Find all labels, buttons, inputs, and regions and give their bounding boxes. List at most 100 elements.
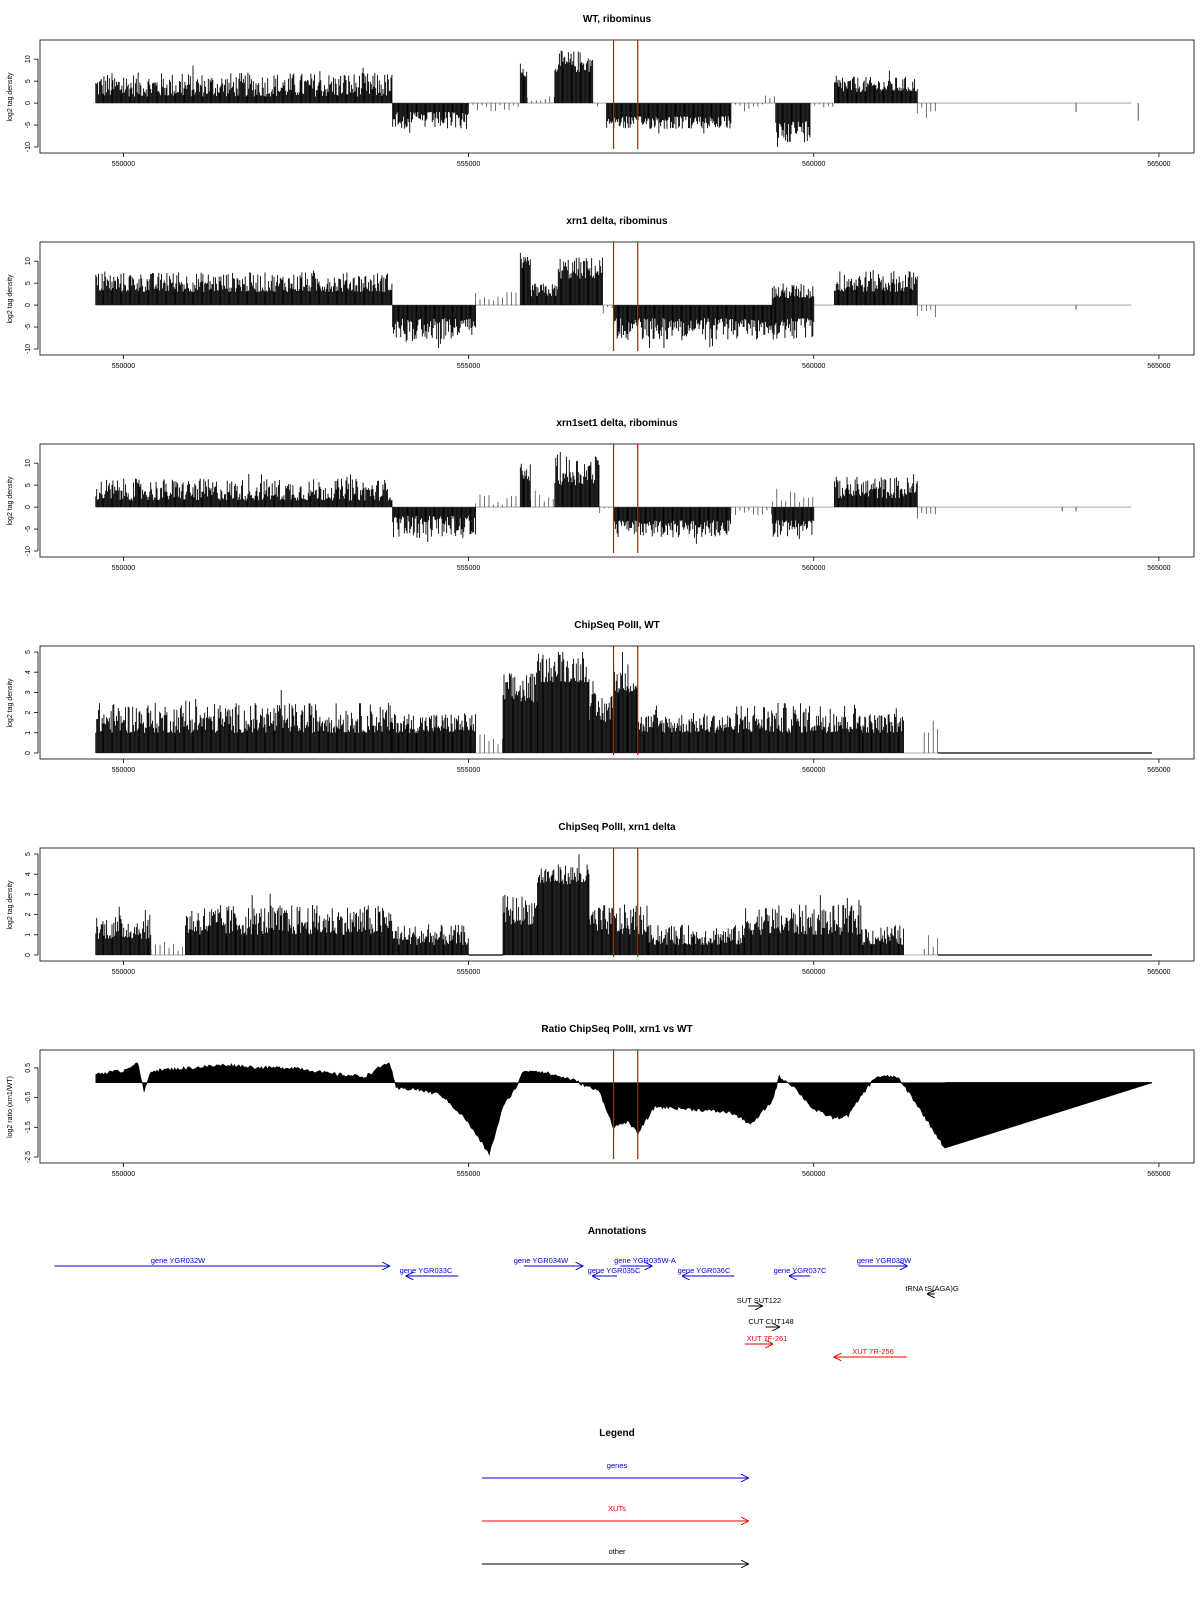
x-tick-label: 550000: [112, 767, 135, 774]
annotation-feature: gene YGR033C: [400, 1266, 459, 1276]
y-tick-label: 10: [25, 459, 32, 467]
annotation-label: gene YGR033C: [400, 1266, 453, 1275]
annotation-feature: CUT CUT148: [748, 1317, 794, 1327]
legend-entry: other: [482, 1547, 748, 1564]
annotation-label: CUT CUT148: [748, 1317, 793, 1326]
plot-frame: [39, 645, 1195, 760]
y-axis: 10 5 0 -5 -10: [25, 459, 39, 556]
ratio-area: [95, 1062, 1153, 1157]
annotation-feature: gene YGR035W-A: [614, 1256, 676, 1266]
panel-title: ChipSeq PolII, xrn1 delta: [558, 822, 676, 833]
annotation-label: tRNA tS(AGA)G: [905, 1284, 959, 1293]
y-tick-label: 3: [25, 892, 32, 896]
legend-title: Legend: [599, 1428, 635, 1439]
x-tick-label: 565000: [1147, 161, 1170, 168]
panel-title: xrn1 delta, ribominus: [566, 216, 668, 227]
annotation-label: SUT SUT122: [737, 1296, 781, 1305]
x-tick-label: 550000: [112, 969, 135, 976]
plot-frame: [39, 443, 1195, 558]
panel-title: xrn1set1 delta, ribominus: [556, 418, 678, 429]
annotation-feature: gene YGR038W: [857, 1256, 912, 1266]
x-tick-label: 550000: [112, 161, 135, 168]
y-tick-label: -1.5: [25, 1121, 32, 1133]
y-axis: 0.5 -0.5 -1.5 -2.5: [25, 1063, 39, 1163]
x-tick-label: 560000: [802, 565, 825, 572]
marker-lines: [612, 444, 639, 553]
panel-xrn1-ribominus: xrn1 delta, ribominus log2 tag density 1…: [7, 216, 1195, 370]
x-tick-label: 560000: [802, 1171, 825, 1178]
x-tick-label: 565000: [1147, 969, 1170, 976]
x-axis: 550000 555000 560000 565000: [112, 759, 1171, 774]
marker-lines: [612, 1050, 639, 1159]
y-axis-label: log2 tag density: [7, 72, 14, 122]
y-tick-label: -5: [25, 122, 32, 128]
x-tick-label: 560000: [802, 363, 825, 370]
y-axis-label: log2 tag density: [7, 678, 14, 728]
x-tick-label: 565000: [1147, 1171, 1170, 1178]
y-tick-label: 1: [25, 731, 32, 735]
legend-label: other: [608, 1547, 626, 1556]
y-tick-label: 0: [25, 303, 32, 307]
panel-title: ChipSeq PolII, WT: [574, 620, 660, 631]
y-tick-label: 3: [25, 690, 32, 694]
y-tick-label: 0: [25, 101, 32, 105]
x-tick-label: 550000: [112, 363, 135, 370]
annotation-label: gene YGR036C: [678, 1266, 731, 1275]
x-tick-label: 560000: [802, 969, 825, 976]
y-tick-label: -0.5: [25, 1091, 32, 1103]
annotation-label: gene YGR032W: [151, 1256, 206, 1265]
x-tick-label: 560000: [802, 767, 825, 774]
y-tick-label: 5: [25, 281, 32, 285]
y-tick-label: 4: [25, 872, 32, 876]
y-axis-label: log2 tag density: [7, 274, 14, 324]
panel-title: Ratio ChipSeq PolII, xrn1 vs WT: [541, 1024, 692, 1035]
annotations-title: Annotations: [588, 1226, 647, 1237]
y-tick-label: -5: [25, 324, 32, 330]
y-tick-label: -10: [25, 142, 32, 152]
annotation-feature: gene YGR035C: [588, 1266, 641, 1276]
y-axis: 5 4 3 2 1 0: [25, 650, 39, 755]
annotation-feature: gene YGR032W: [54, 1256, 389, 1266]
plot-frame: [39, 847, 1195, 962]
y-axis-label: log2 ratio (xrn1/WT): [7, 1076, 14, 1138]
y-tick-label: 2: [25, 913, 32, 917]
x-tick-label: 555000: [457, 363, 480, 370]
legend: Legend genes XUTs other: [482, 1428, 748, 1564]
legend-entry: XUTs: [482, 1504, 748, 1521]
annotation-feature: gene YGR037C: [774, 1266, 827, 1276]
x-axis: 550000 555000 560000 565000: [112, 1163, 1171, 1178]
y-tick-label: 10: [25, 257, 32, 265]
y-tick-label: 5: [25, 483, 32, 487]
x-tick-label: 555000: [457, 1171, 480, 1178]
x-axis: 550000 555000 560000 565000: [112, 557, 1171, 572]
data-bars: [95, 652, 1152, 754]
y-tick-label: 1: [25, 933, 32, 937]
x-tick-label: 555000: [457, 161, 480, 168]
y-tick-label: 0.5: [25, 1063, 32, 1073]
y-tick-label: -5: [25, 526, 32, 532]
legend-entry: genes: [482, 1461, 748, 1478]
y-tick-label: 5: [25, 852, 32, 856]
data-bars: [95, 854, 1152, 956]
annotation-feature: tRNA tS(AGA)G: [905, 1284, 959, 1294]
y-axis: 5 4 3 2 1 0: [25, 852, 39, 957]
marker-lines: [612, 40, 639, 149]
y-tick-label: 5: [25, 650, 32, 654]
panel-xrn1set1-ribominus: xrn1set1 delta, ribominus log2 tag densi…: [7, 418, 1195, 572]
x-tick-label: 565000: [1147, 767, 1170, 774]
x-tick-label: 550000: [112, 1171, 135, 1178]
y-axis-label: log2 tag density: [7, 880, 14, 930]
data-area: [95, 1062, 1153, 1157]
annotation-feature: gene YGR036C: [678, 1266, 735, 1276]
annotation-label: gene YGR035W-A: [614, 1256, 676, 1265]
panel-chipseq-xrn1: ChipSeq PolII, xrn1 delta log2 tag densi…: [7, 822, 1195, 976]
x-tick-label: 565000: [1147, 565, 1170, 572]
y-tick-label: 2: [25, 711, 32, 715]
x-axis: 550000 555000 560000 565000: [112, 355, 1171, 370]
annotation-feature: XUT 7R-256: [834, 1347, 907, 1357]
annotation-label: gene YGR038W: [857, 1256, 912, 1265]
panel-ratio-chipseq: Ratio ChipSeq PolII, xrn1 vs WT log2 rat…: [7, 1024, 1195, 1178]
x-tick-label: 555000: [457, 565, 480, 572]
x-tick-label: 550000: [112, 565, 135, 572]
y-tick-label: 4: [25, 670, 32, 674]
